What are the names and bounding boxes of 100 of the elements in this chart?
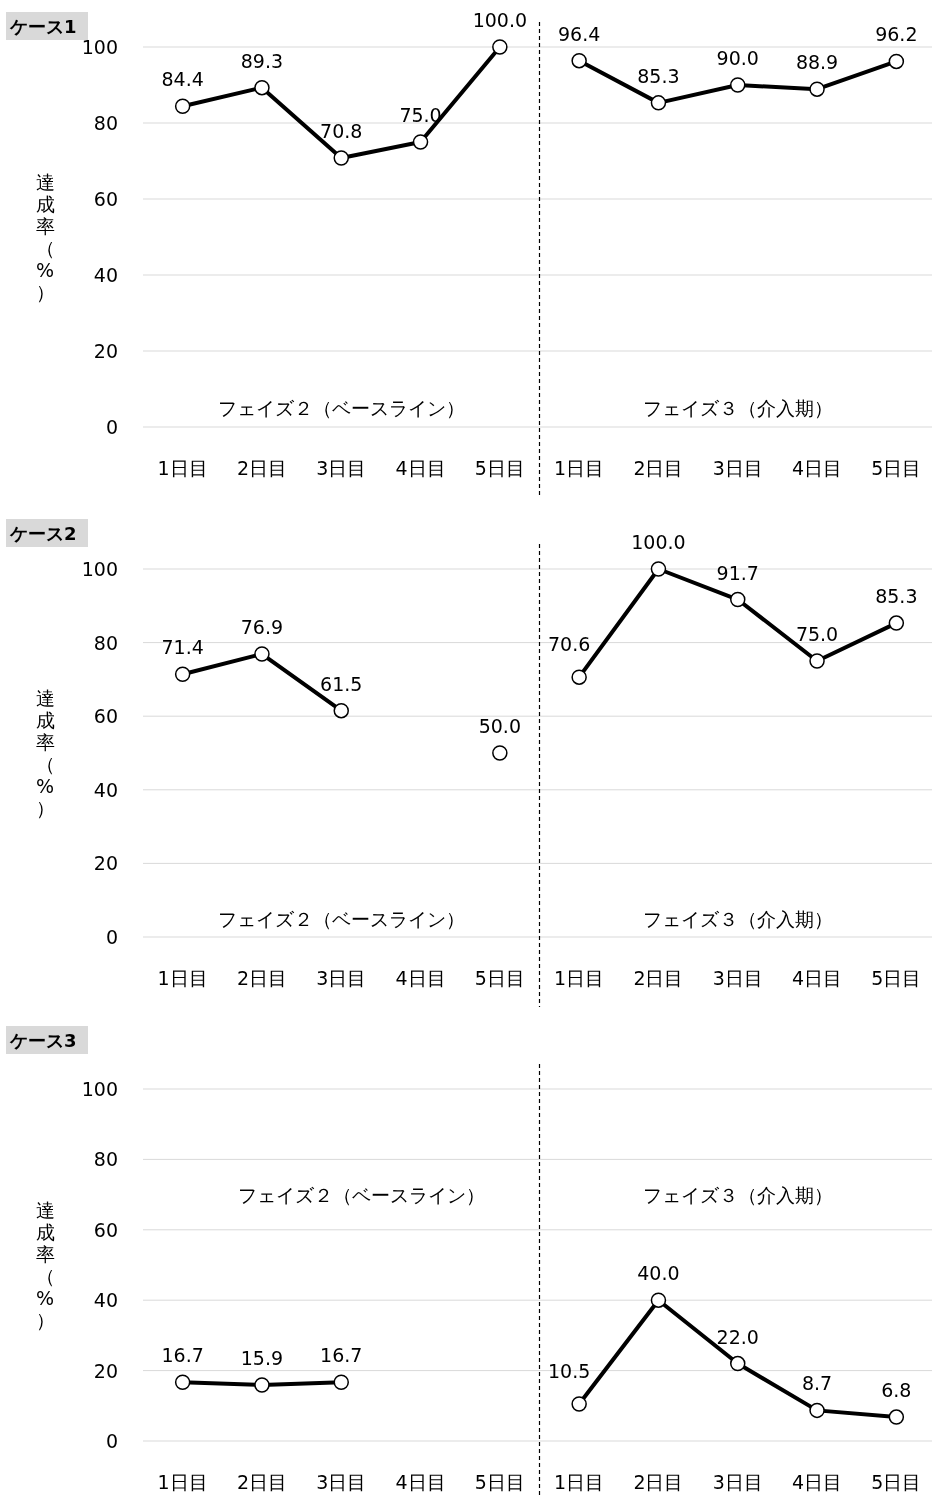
data-label: 100.0 — [472, 9, 528, 31]
data-label: 85.3 — [637, 64, 680, 87]
y-tick-label: 60 — [93, 705, 118, 728]
x-tick-label: 5日目 — [474, 1471, 525, 1493]
data-label: 10.5 — [547, 1360, 591, 1383]
x-tick-label: 5日目 — [871, 457, 922, 479]
chart-title: ケース3 — [9, 1030, 77, 1051]
y-axis-title: 達成率（%） — [35, 1199, 55, 1331]
point — [254, 646, 270, 662]
point — [254, 1377, 270, 1393]
y-tick-label: 100 — [81, 558, 118, 580]
data-label: 40.0 — [637, 1262, 680, 1285]
x-tick-label: 2日目 — [236, 967, 287, 989]
point — [730, 77, 746, 93]
y-tick-label: 60 — [93, 188, 118, 210]
chart-title: ケース2 — [9, 523, 77, 544]
y-tick-label: 0 — [105, 1430, 118, 1452]
x-tick-label: 4日目 — [792, 967, 843, 989]
point — [174, 666, 191, 682]
annotation: フェイズ２（ベースライン） — [217, 907, 465, 930]
point — [809, 81, 825, 97]
y-tick-label: 100 — [81, 36, 118, 58]
point — [174, 98, 191, 115]
x-tick-label: 3日目 — [316, 457, 367, 479]
point — [571, 1396, 587, 1412]
x-tick-label: 1日目 — [157, 967, 208, 989]
x-tick-label: 1日目 — [554, 967, 605, 989]
x-tick-label: 5日目 — [474, 457, 525, 479]
x-tick-label: 5日目 — [871, 967, 922, 989]
point — [730, 591, 746, 608]
x-tick-label: 1日目 — [157, 1471, 208, 1493]
x-tick-label: 2日目 — [236, 457, 287, 479]
point — [571, 669, 587, 685]
point — [333, 702, 349, 719]
data-label: 84.4 — [161, 68, 204, 91]
x-tick-label: 2日目 — [633, 457, 684, 479]
y-tick-label: 80 — [93, 631, 118, 654]
y-tick-label: 20 — [93, 340, 118, 362]
point — [333, 150, 349, 166]
point — [412, 134, 429, 150]
x-tick-label: 5日目 — [871, 1471, 922, 1493]
annotation: フェイズ２（ベースライン） — [237, 1183, 485, 1206]
annotation: フェイズ３（介入期） — [642, 397, 833, 419]
point — [333, 1374, 349, 1390]
data-label: 22.0 — [716, 1325, 759, 1348]
x-tick-label: 4日目 — [395, 1471, 446, 1493]
data-label: 91.7 — [716, 561, 759, 584]
x-tick-label: 2日目 — [633, 1471, 684, 1493]
y-tick-label: 20 — [93, 852, 118, 875]
data-label: 71.4 — [161, 636, 204, 659]
y-tick-label: 20 — [93, 1359, 118, 1382]
data-label: 70.8 — [320, 119, 363, 142]
point — [650, 561, 667, 577]
data-label: 76.9 — [240, 616, 284, 639]
data-label: 89.3 — [240, 49, 284, 72]
point — [492, 39, 508, 55]
point — [809, 1402, 825, 1419]
x-tick-label: 2日目 — [236, 1471, 287, 1493]
x-tick-label: 4日目 — [792, 1471, 843, 1493]
x-tick-label: 4日目 — [395, 457, 446, 479]
data-label: 96.2 — [875, 23, 918, 46]
point — [571, 52, 587, 69]
point — [888, 1409, 905, 1425]
annotation: フェイズ３（介入期） — [642, 907, 833, 930]
point — [492, 745, 508, 761]
x-tick-label: 3日目 — [316, 967, 367, 989]
x-tick-label: 1日目 — [554, 1471, 605, 1493]
y-tick-label: 60 — [93, 1218, 118, 1241]
annotation: フェイズ３（介入期） — [642, 1183, 833, 1206]
x-tick-label: 4日目 — [792, 457, 843, 479]
point — [650, 1292, 667, 1308]
data-label: 16.7 — [320, 1344, 363, 1367]
point — [888, 615, 905, 631]
x-tick-label: 2日目 — [633, 967, 684, 989]
y-tick-label: 100 — [81, 1078, 118, 1100]
data-label: 50.0 — [478, 715, 522, 737]
point — [174, 1374, 191, 1390]
point — [254, 79, 270, 96]
x-tick-label: 1日目 — [554, 457, 605, 479]
x-tick-label: 3日目 — [712, 967, 763, 989]
data-label: 88.9 — [795, 51, 839, 74]
data-label: 61.5 — [320, 672, 363, 695]
chart-title: ケース1 — [9, 16, 77, 37]
data-label: 96.4 — [557, 22, 601, 45]
data-label: 100.0 — [631, 531, 686, 553]
data-label: 75.0 — [795, 623, 839, 645]
y-axis-title: 達成率（%） — [35, 687, 55, 819]
data-label: 6.8 — [881, 1379, 912, 1402]
data-label: 8.7 — [801, 1372, 833, 1395]
data-label: 16.7 — [161, 1344, 204, 1367]
x-tick-label: 4日目 — [395, 967, 446, 989]
annotation: フェイズ２（ベースライン） — [217, 397, 465, 419]
y-tick-label: 80 — [93, 1148, 118, 1171]
y-axis-title: 達成率（%） — [35, 171, 55, 303]
y-tick-label: 40 — [93, 264, 118, 286]
x-tick-label: 3日目 — [712, 1471, 763, 1493]
x-tick-label: 1日目 — [157, 457, 208, 479]
data-label: 70.6 — [547, 633, 591, 656]
data-label: 90.0 — [716, 47, 759, 69]
data-label: 85.3 — [875, 585, 918, 608]
